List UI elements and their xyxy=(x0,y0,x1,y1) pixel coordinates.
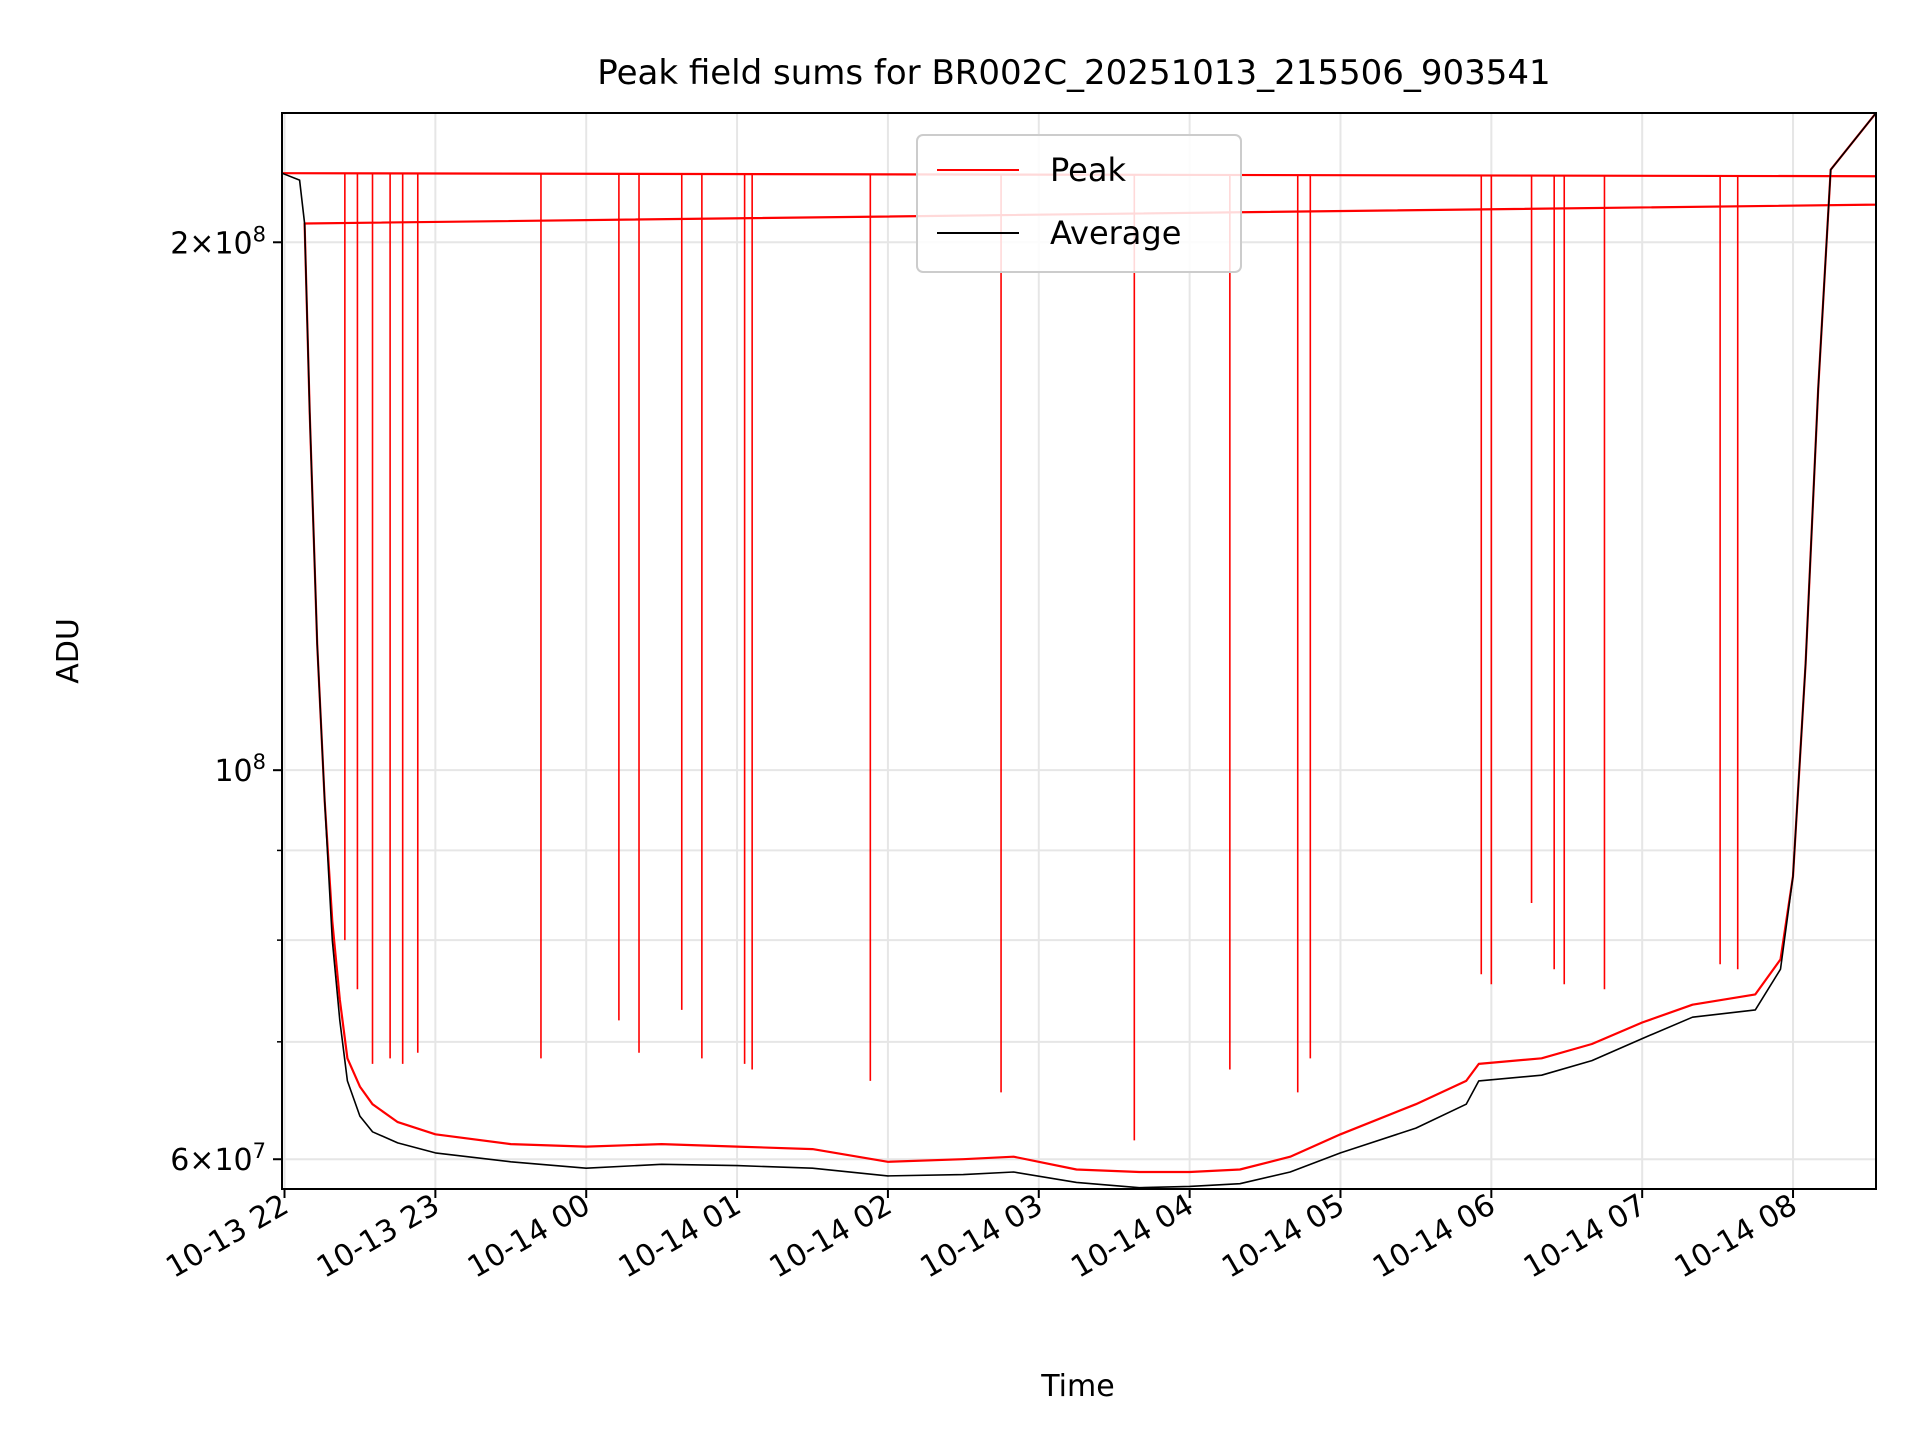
series-line-average xyxy=(282,113,1876,1189)
legend-label-peak: Peak xyxy=(1050,151,1126,189)
plot-frame xyxy=(281,112,1877,1190)
y-tick-label: 108 xyxy=(214,750,266,789)
y-axis: 6×107 108 2×108 xyxy=(170,222,282,1178)
y-tick-label: 2×108 xyxy=(170,222,266,261)
legend-label-average: Average xyxy=(1050,214,1181,252)
legend: Peak Average xyxy=(916,134,1242,273)
chart-title: Peak field sums for BR002C_20251013_2155… xyxy=(597,53,1550,93)
series-line-peak xyxy=(282,113,1876,1174)
x-axis-label: Time xyxy=(1040,1369,1114,1404)
series-layer xyxy=(282,113,1876,1189)
y-axis-label: ADU xyxy=(51,618,86,684)
y-tick-label: 6×107 xyxy=(170,1139,266,1178)
